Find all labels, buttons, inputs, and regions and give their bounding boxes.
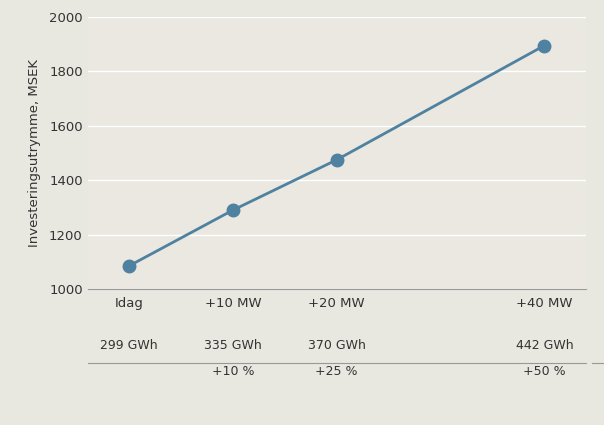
Y-axis label: Investeringsutrymme, MSEK: Investeringsutrymme, MSEK [28, 59, 40, 247]
Text: +10 %: +10 % [211, 366, 254, 378]
Text: 442 GWh: 442 GWh [516, 339, 573, 352]
Text: 299 GWh: 299 GWh [100, 339, 158, 352]
Text: 335 GWh: 335 GWh [204, 339, 262, 352]
Text: +50 %: +50 % [523, 366, 566, 378]
Text: 370 GWh: 370 GWh [308, 339, 365, 352]
Text: +25 %: +25 % [315, 366, 358, 378]
